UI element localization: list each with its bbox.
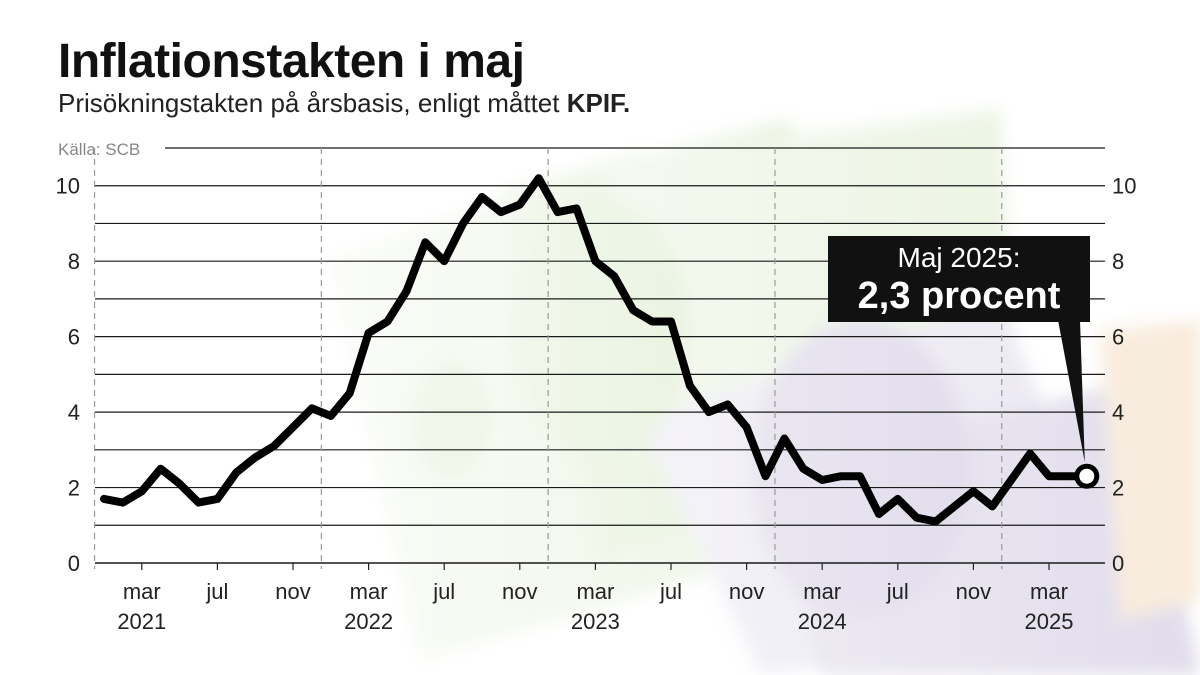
callout-value: 2,3 procent [857, 275, 1061, 317]
x-tick-label: mar [1030, 579, 1068, 604]
subtitle-bold: KPIF. [566, 88, 631, 118]
y-tick-label-right: 8 [1112, 249, 1124, 274]
subtitle-text: Prisökningstakten på årsbasis, enligt må… [58, 88, 560, 118]
x-tick-label: nov [956, 579, 991, 604]
y-tick-label-right: 0 [1112, 551, 1124, 576]
chart-title: Inflationstakten i maj [58, 35, 525, 88]
callout-pointer [1058, 320, 1085, 463]
x-tick-label: nov [502, 579, 537, 604]
x-tick-label: jul [886, 579, 909, 604]
x-tick-label: mar [123, 579, 161, 604]
x-tick-label: mar [803, 579, 841, 604]
y-tick-label-left: 6 [68, 325, 80, 350]
y-tick-label-left: 8 [68, 249, 80, 274]
callout-date: Maj 2025: [897, 242, 1021, 273]
x-year-label: 2023 [571, 609, 620, 634]
chart-subtitle: Prisökningstakten på årsbasis, enligt må… [58, 88, 630, 119]
y-tick-label-left: 2 [68, 476, 80, 501]
y-tick-label-right: 4 [1112, 400, 1124, 425]
x-tick-label: jul [432, 579, 455, 604]
x-tick-label: jul [205, 579, 228, 604]
annotation-callout: Maj 2025: 2,3 procent [828, 236, 1090, 322]
y-tick-label-right: 2 [1112, 476, 1124, 501]
x-tick-label: mar [350, 579, 388, 604]
source-label: Källa: SCB [58, 140, 141, 159]
x-tick-label: nov [729, 579, 764, 604]
x-year-label: 2022 [344, 609, 393, 634]
end-point-marker [1074, 463, 1100, 489]
x-year-label: 2025 [1025, 609, 1074, 634]
x-tick-label: nov [275, 579, 310, 604]
x-year-label: 2024 [798, 609, 847, 634]
x-tick-label: jul [659, 579, 682, 604]
y-tick-label-left: 4 [68, 400, 80, 425]
x-tick-label: mar [576, 579, 614, 604]
series-line [100, 174, 1091, 526]
y-tick-label-left: 0 [68, 551, 80, 576]
y-tick-label-right: 6 [1112, 325, 1124, 350]
x-year-label: 2021 [117, 609, 166, 634]
y-tick-label-left: 10 [56, 174, 80, 199]
y-tick-label-right: 10 [1112, 174, 1136, 199]
